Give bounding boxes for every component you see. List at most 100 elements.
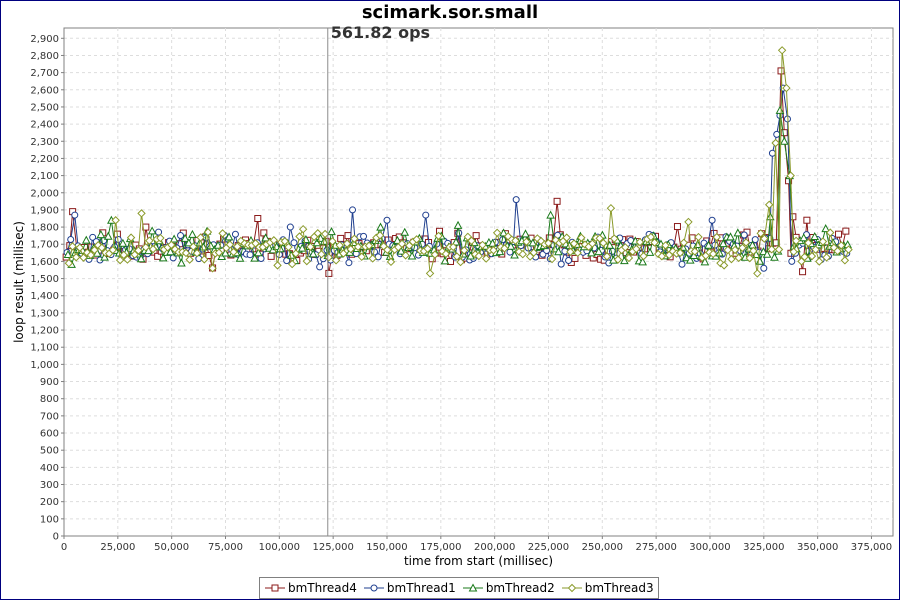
data-point xyxy=(451,237,461,246)
data-point xyxy=(302,256,312,266)
data-point xyxy=(500,244,509,253)
data-point xyxy=(727,254,736,264)
data-point xyxy=(767,245,776,254)
data-point xyxy=(521,229,530,238)
data-point xyxy=(726,232,735,241)
data-point xyxy=(97,243,107,252)
data-point xyxy=(233,242,242,251)
data-point xyxy=(206,241,216,250)
data-point xyxy=(71,253,81,262)
data-point xyxy=(459,246,469,255)
data-point xyxy=(286,223,294,231)
data-point xyxy=(63,249,73,259)
legend-label: bmThread1 xyxy=(386,581,456,595)
x-tick-label: 200,000 xyxy=(474,542,515,553)
data-point xyxy=(145,236,154,245)
y-tick-label: 700 xyxy=(40,411,59,422)
data-point xyxy=(773,130,781,138)
data-point xyxy=(685,255,695,264)
data-point xyxy=(169,234,179,243)
data-point xyxy=(376,222,385,231)
data-point xyxy=(297,243,307,252)
legend-swatch-marker xyxy=(567,583,576,593)
data-point xyxy=(554,247,563,256)
data-point xyxy=(397,239,407,249)
data-point xyxy=(774,245,784,254)
data-point xyxy=(740,231,748,239)
data-point xyxy=(815,257,824,266)
data-point xyxy=(177,232,185,240)
legend-swatch-marker xyxy=(370,584,378,592)
data-point xyxy=(218,229,227,238)
data-point xyxy=(224,232,234,241)
data-point xyxy=(569,239,579,248)
y-tick-label: 1,100 xyxy=(30,343,59,354)
y-tick-label: 2,200 xyxy=(30,154,59,165)
data-point xyxy=(760,264,768,272)
data-point xyxy=(723,245,732,255)
data-point xyxy=(287,259,297,269)
data-point xyxy=(775,105,785,114)
y-tick-label: 2,300 xyxy=(30,137,59,148)
data-point xyxy=(771,138,780,148)
x-tick-label: 375,000 xyxy=(851,542,892,553)
legend-swatch xyxy=(462,583,483,592)
data-point xyxy=(89,233,97,241)
data-point xyxy=(764,200,774,209)
data-point xyxy=(650,238,659,247)
legend-label: bmThread4 xyxy=(288,581,357,595)
data-point xyxy=(316,263,324,271)
data-point xyxy=(156,233,165,243)
data-point xyxy=(811,245,820,254)
y-tick-label: 2,000 xyxy=(30,188,59,199)
data-point xyxy=(324,253,333,262)
data-point xyxy=(441,249,451,259)
data-point xyxy=(492,228,502,238)
data-point xyxy=(788,257,796,265)
data-point xyxy=(562,233,571,242)
data-point xyxy=(327,227,336,236)
data-point xyxy=(800,252,809,262)
data-point xyxy=(789,247,798,257)
y-tick-label: 1,300 xyxy=(30,308,59,319)
data-point xyxy=(337,234,345,242)
data-point xyxy=(221,248,230,257)
data-point xyxy=(587,248,596,257)
data-point xyxy=(821,224,831,233)
data-point xyxy=(312,238,322,247)
x-tick-label: 0 xyxy=(61,542,67,553)
data-point xyxy=(308,249,318,258)
y-tick-label: 2,600 xyxy=(30,85,59,96)
data-point xyxy=(481,254,491,263)
data-point xyxy=(770,252,779,261)
data-point xyxy=(118,238,128,247)
data-point xyxy=(375,231,385,240)
data-point xyxy=(759,247,768,256)
data-point xyxy=(346,244,355,254)
x-tick-label: 300,000 xyxy=(689,542,730,553)
y-tick-label: 0 xyxy=(53,532,59,543)
data-point xyxy=(257,255,265,263)
y-tick-label: 2,800 xyxy=(30,51,59,62)
data-point xyxy=(518,250,527,259)
marker-label: 561.82 ops xyxy=(331,23,430,42)
y-tick-label: 2,900 xyxy=(30,34,59,45)
y-tick-label: 2,100 xyxy=(30,171,59,182)
data-point xyxy=(452,252,462,261)
data-point xyxy=(185,255,194,264)
data-point xyxy=(423,244,432,253)
data-point xyxy=(205,251,213,259)
data-point xyxy=(840,256,850,265)
data-point xyxy=(401,251,410,260)
data-point xyxy=(599,238,608,248)
data-point xyxy=(638,257,648,266)
data-point xyxy=(188,229,197,238)
data-point xyxy=(791,236,801,246)
y-tick-label: 2,500 xyxy=(30,102,59,113)
y-tick-label: 400 xyxy=(40,463,59,474)
data-point xyxy=(588,239,597,248)
data-point xyxy=(844,245,853,254)
data-point xyxy=(512,196,520,204)
